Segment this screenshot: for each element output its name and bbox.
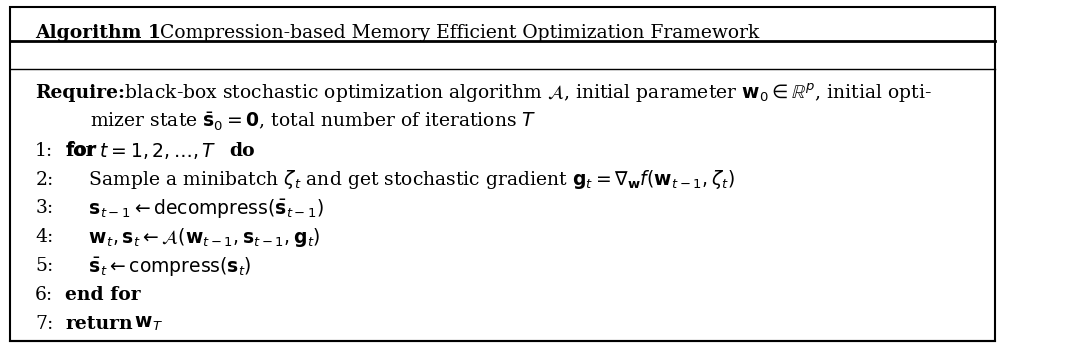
Text: for: for (66, 142, 96, 160)
Text: Compression-based Memory Efficient Optimization Framework: Compression-based Memory Efficient Optim… (153, 24, 759, 42)
Text: 5:: 5: (36, 257, 53, 275)
Text: Sample a minibatch $\zeta_t$ and get stochastic gradient $\mathbf{g}_t = \nabla_: Sample a minibatch $\zeta_t$ and get sto… (66, 168, 735, 191)
Text: $\mathbf{s}_{t-1} \leftarrow \mathrm{decompress}(\bar{\mathbf{s}}_{t-1})$: $\mathbf{s}_{t-1} \leftarrow \mathrm{dec… (66, 197, 324, 220)
Text: end for: end for (66, 286, 141, 304)
Text: $\mathbf{w}_t, \mathbf{s}_t \leftarrow \mathcal{A}(\mathbf{w}_{t-1}, \mathbf{s}_: $\mathbf{w}_t, \mathbf{s}_t \leftarrow \… (66, 226, 321, 249)
Text: $\mathbf{for}$: $\mathbf{for}$ (66, 141, 97, 160)
Text: $t=1,2,\ldots,T$: $t=1,2,\ldots,T$ (94, 141, 216, 161)
FancyBboxPatch shape (10, 7, 996, 341)
Text: 2:: 2: (36, 171, 53, 189)
Text: 4:: 4: (36, 228, 53, 246)
Text: $\bar{\mathbf{s}}_t \leftarrow \mathrm{compress}(\mathbf{s}_t)$: $\bar{\mathbf{s}}_t \leftarrow \mathrm{c… (66, 255, 252, 278)
Text: 6:: 6: (36, 286, 53, 304)
Text: 7:: 7: (36, 315, 53, 333)
Text: do: do (229, 142, 255, 160)
Text: 1:: 1: (36, 142, 53, 160)
Text: return: return (66, 315, 133, 333)
Text: Require:: Require: (36, 84, 125, 102)
Text: $\mathbf{w}_T$: $\mathbf{w}_T$ (129, 315, 163, 333)
Text: mizer state $\bar{\mathbf{s}}_0 = \mathbf{0}$, total number of iterations $T$: mizer state $\bar{\mathbf{s}}_0 = \mathb… (91, 111, 537, 133)
Text: Algorithm 1: Algorithm 1 (36, 24, 161, 42)
Text: 3:: 3: (36, 200, 53, 217)
Text: black-box stochastic optimization algorithm $\mathcal{A}$, initial parameter $\m: black-box stochastic optimization algori… (119, 81, 931, 105)
